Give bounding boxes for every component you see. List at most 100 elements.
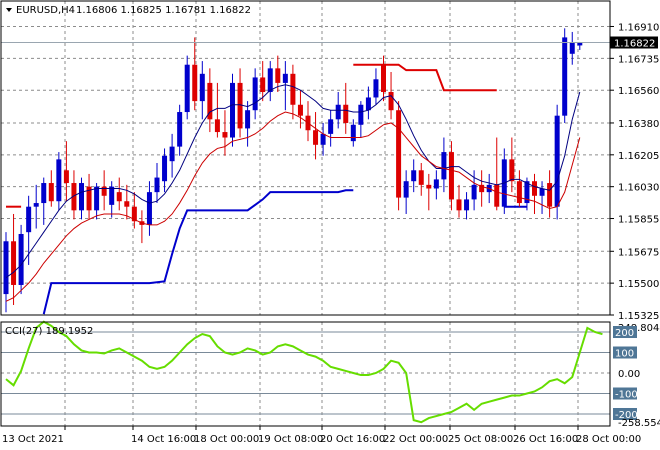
candle-body <box>18 233 24 285</box>
candle <box>290 64 296 120</box>
time-tick-label: 25 Oct 08:00 <box>448 434 513 445</box>
candle <box>313 112 319 160</box>
candle <box>350 119 356 147</box>
candle-body <box>456 199 462 211</box>
candle-body <box>169 146 175 162</box>
candle-body <box>358 104 364 125</box>
candle-body <box>426 184 432 189</box>
candle-body <box>471 184 477 200</box>
candle <box>411 159 417 193</box>
price-tick-label: 1.16205 <box>618 151 659 162</box>
candle-body <box>448 152 454 200</box>
price-tick-label: 1.15855 <box>618 215 659 226</box>
candle-body <box>396 110 402 198</box>
candle-body <box>154 177 160 193</box>
candle <box>433 170 439 200</box>
candle <box>222 110 228 156</box>
price-tick-label: 1.15500 <box>618 279 659 290</box>
candle <box>214 82 220 138</box>
candle <box>282 61 288 111</box>
candle <box>230 73 235 147</box>
candle <box>245 101 251 147</box>
price-tick-label: 1.16910 <box>618 22 659 33</box>
ma-fast-line <box>5 84 581 279</box>
candle-body <box>56 159 62 202</box>
candle-body <box>162 155 168 182</box>
candle <box>207 68 213 133</box>
candle-body <box>41 183 47 204</box>
price-tick-label: 1.15675 <box>618 247 659 258</box>
candle <box>33 184 39 229</box>
candle-body <box>237 82 243 129</box>
candle <box>328 110 334 147</box>
candle-body <box>547 183 553 207</box>
candle-body <box>569 42 575 54</box>
candle <box>456 184 462 218</box>
current-price-label: 1.16822 <box>614 39 655 50</box>
candle-body <box>418 170 424 185</box>
candle <box>71 170 77 220</box>
candle-body <box>365 97 371 111</box>
candle <box>131 192 137 229</box>
time-tick-label: 13 Oct 2021 <box>2 434 64 445</box>
candle <box>297 90 303 129</box>
time-tick-label: 26 Oct 16:00 <box>513 434 578 445</box>
candle <box>56 152 62 211</box>
cci-axis: 248.8044200 100 0.00 -100 -200-258.554 <box>613 323 660 429</box>
time-tick-label: 14 Oct 16:00 <box>131 434 196 445</box>
time-tick-label: 22 Oct 00:00 <box>383 434 448 445</box>
candle <box>41 177 47 225</box>
current-price-badge <box>610 36 658 49</box>
candle-body <box>297 104 303 116</box>
cci-level-badge <box>613 387 637 400</box>
candle-body <box>577 42 583 46</box>
time-tick-label: 19 Oct 08:00 <box>258 434 323 445</box>
dropdown-triangle-icon[interactable] <box>6 8 12 12</box>
candle-body <box>381 64 386 93</box>
cci-title: CCI(27) 189.1952 <box>5 326 93 337</box>
candle <box>192 37 198 111</box>
candle-body <box>199 73 205 102</box>
candle-body <box>63 170 69 184</box>
candle-body <box>245 110 251 129</box>
candle-body <box>109 186 115 205</box>
cci-panel: 248.8044200 100 0.00 -100 -200-258.554 CCI(2… <box>0 320 660 429</box>
candle <box>63 141 69 202</box>
cci-tick-label: 100 <box>615 349 634 360</box>
candle-body <box>230 82 235 138</box>
ma-slow-line <box>5 111 581 302</box>
candle <box>86 173 92 220</box>
main-panel-frame <box>0 0 611 316</box>
cci-level-badge <box>613 346 637 359</box>
candle-body <box>79 183 84 211</box>
cci-series <box>5 320 603 424</box>
step-line <box>353 63 497 92</box>
candle-body <box>275 68 281 83</box>
candle-body <box>562 37 568 116</box>
price-axis: 1.16910 1.16735 1.16560 1.16380 1.16205 1.160… <box>1 22 659 322</box>
cci-grid <box>1 322 610 426</box>
cci-tick-label: -200 <box>615 410 638 421</box>
candle <box>365 86 371 120</box>
candle <box>18 224 24 295</box>
candle-body <box>3 241 9 295</box>
candle <box>109 181 115 218</box>
candle-body <box>494 184 500 207</box>
candle <box>267 61 273 102</box>
candle <box>479 170 485 207</box>
candle <box>418 163 424 196</box>
candle <box>532 173 537 214</box>
candle <box>358 101 364 138</box>
candle <box>48 170 54 207</box>
candle-body <box>71 183 77 211</box>
candle <box>464 192 470 220</box>
ohlc-values: 1.16806 1.16825 1.16781 1.16822 <box>76 5 251 16</box>
candle <box>373 68 379 105</box>
candle-body <box>328 119 334 134</box>
candle <box>403 170 409 214</box>
price-tick-label: 1.15325 <box>618 311 659 322</box>
step-line <box>42 189 354 315</box>
candle-body <box>252 77 258 111</box>
candle <box>539 181 545 214</box>
